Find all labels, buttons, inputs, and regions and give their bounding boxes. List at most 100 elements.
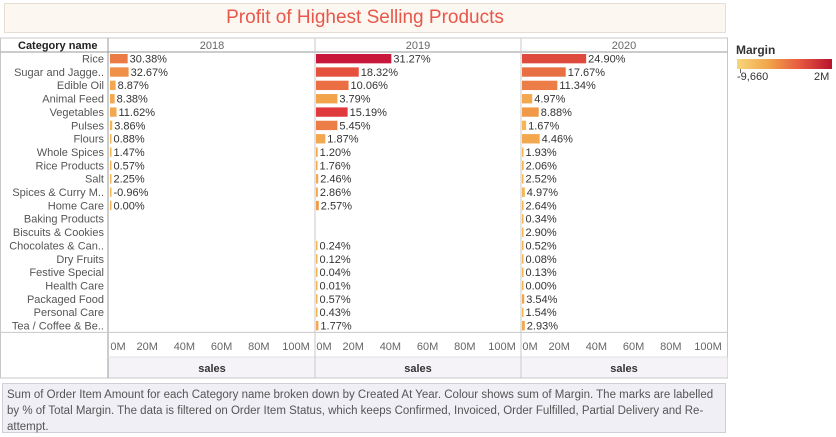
bar xyxy=(110,80,116,91)
category-label: Home Care xyxy=(48,200,104,212)
category-label: Spices & Curry M.. xyxy=(12,187,104,199)
bar xyxy=(110,160,112,171)
x-tick-label: 20M xyxy=(342,341,363,353)
bar xyxy=(316,120,338,131)
x-tick-label: 80M xyxy=(454,341,475,353)
legend-max-label: 2M xyxy=(814,71,830,83)
data-label: 2.86% xyxy=(320,187,351,199)
sales-band xyxy=(108,357,728,378)
bar xyxy=(316,267,318,277)
bar xyxy=(316,294,318,304)
bar xyxy=(316,107,348,117)
caption-box: Sum of Order Item Amount for each Catego… xyxy=(2,383,726,433)
data-label: 1.54% xyxy=(526,307,557,319)
bar xyxy=(522,214,524,224)
x-tick-label: 0M xyxy=(316,341,331,353)
data-label: 11.62% xyxy=(119,107,156,119)
data-label: 4.97% xyxy=(534,94,565,106)
data-label: 2.57% xyxy=(321,200,352,212)
bar xyxy=(522,134,540,144)
x-axis-title: sales xyxy=(404,363,432,375)
bar xyxy=(110,54,128,64)
data-label: 17.67% xyxy=(568,67,606,79)
data-label: 2.64% xyxy=(526,200,557,212)
data-label: 8.38% xyxy=(117,94,148,106)
bar xyxy=(316,280,318,291)
data-label: 0.43% xyxy=(320,307,351,319)
data-label: -0.96% xyxy=(114,187,149,199)
bar xyxy=(316,94,338,104)
bar xyxy=(316,67,359,77)
x-axis-title: sales xyxy=(610,363,638,375)
data-label: 24.90% xyxy=(588,54,626,66)
data-label: 0.57% xyxy=(114,160,145,172)
x-tick-label: 60M xyxy=(417,341,438,353)
category-label: Whole Spices xyxy=(37,147,105,159)
bar xyxy=(316,240,318,251)
category-label: Personal Care xyxy=(34,307,104,319)
bar xyxy=(522,80,558,91)
data-label: 2.25% xyxy=(114,174,145,186)
data-label: 0.24% xyxy=(320,240,351,252)
legend-min-label: -9,660 xyxy=(737,71,769,83)
category-label: Rice xyxy=(82,54,104,66)
bar xyxy=(522,294,525,304)
data-label: 0.01% xyxy=(320,280,351,292)
data-label: 3.79% xyxy=(339,94,370,106)
data-label: 1.87% xyxy=(327,134,358,146)
data-label: 0.34% xyxy=(526,214,557,226)
bar xyxy=(522,94,533,104)
x-tick-label: 100M xyxy=(694,341,722,353)
x-tick-label: 0M xyxy=(522,341,537,353)
x-tick-label: 60M xyxy=(623,341,644,353)
bar xyxy=(316,134,326,144)
data-label: 0.08% xyxy=(526,254,557,266)
category-label: Edible Oil xyxy=(57,80,104,92)
row-header-label: Category name xyxy=(18,40,97,52)
bar xyxy=(110,174,112,184)
bar xyxy=(316,147,318,157)
data-label: 11.34% xyxy=(559,80,596,92)
x-tick-label: 80M xyxy=(248,341,269,353)
bar xyxy=(110,94,115,104)
category-label: Pulses xyxy=(71,120,105,132)
x-tick-label: 20M xyxy=(548,341,569,353)
bar xyxy=(110,107,117,117)
data-label: 1.47% xyxy=(114,147,145,159)
data-label: 4.46% xyxy=(542,134,573,146)
bar xyxy=(522,120,527,131)
bar xyxy=(316,187,318,197)
data-label: 1.76% xyxy=(320,160,351,172)
x-tick-label: 100M xyxy=(488,341,516,353)
bar xyxy=(522,107,539,117)
x-tick-label: 40M xyxy=(380,341,401,353)
x-axis-title: sales xyxy=(198,363,226,375)
bar xyxy=(522,147,524,157)
category-label: Vegetables xyxy=(50,107,105,119)
data-label: 1.77% xyxy=(320,321,351,333)
category-label: Health Care xyxy=(45,280,104,292)
data-label: 8.87% xyxy=(118,80,149,92)
bar xyxy=(110,134,112,144)
legend-color-ramp xyxy=(737,59,832,69)
bar xyxy=(110,120,113,131)
bar xyxy=(522,67,566,77)
data-label: 3.54% xyxy=(526,294,557,306)
bar xyxy=(522,200,524,211)
category-label: Packaged Food xyxy=(27,294,104,306)
bar xyxy=(316,200,319,211)
data-label: 3.86% xyxy=(114,120,145,132)
year-header: 2019 xyxy=(406,40,430,52)
x-tick-label: 0M xyxy=(110,341,125,353)
data-label: 18.32% xyxy=(361,67,399,79)
bar xyxy=(522,174,524,184)
data-label: 1.20% xyxy=(320,147,351,159)
category-label: Rice Products xyxy=(36,160,105,172)
bar xyxy=(522,54,587,64)
bar xyxy=(110,147,112,157)
data-label: 2.93% xyxy=(527,321,558,333)
x-tick-label: 60M xyxy=(211,341,232,353)
bar xyxy=(316,307,318,317)
data-label: 0.00% xyxy=(526,280,557,292)
